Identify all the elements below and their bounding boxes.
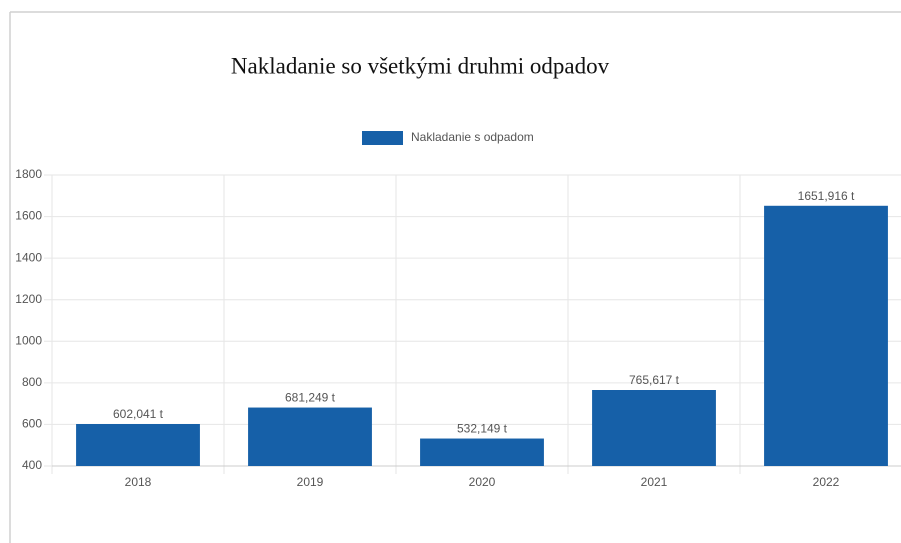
x-tick-label: 2021 — [641, 475, 668, 489]
x-tick-label: 2019 — [297, 475, 324, 489]
y-tick-label: 1600 — [15, 209, 42, 223]
y-tick-label: 1200 — [15, 292, 42, 306]
y-tick-label: 1400 — [15, 250, 42, 264]
data-label: 765,617 t — [629, 373, 680, 387]
y-tick-label: 1000 — [15, 333, 42, 347]
data-label: 602,041 t — [113, 407, 164, 421]
legend-swatch — [362, 131, 403, 145]
bar — [420, 438, 544, 466]
y-tick-label: 800 — [22, 375, 42, 389]
data-label: 532,149 t — [457, 422, 508, 436]
legend-label: Nakladanie s odpadom — [411, 130, 534, 144]
data-label: 681,249 t — [285, 391, 336, 405]
x-tick-label: 2020 — [469, 475, 496, 489]
y-tick-label: 400 — [22, 458, 42, 472]
data-label: 1651,916 t — [798, 189, 855, 203]
x-tick-label: 2018 — [125, 475, 152, 489]
bar — [592, 390, 716, 466]
x-tick-label: 2022 — [813, 475, 840, 489]
bar — [248, 407, 372, 466]
chart-title: Nakladanie so všetkými druhmi odpadov — [231, 53, 610, 78]
y-tick-label: 600 — [22, 417, 42, 431]
bar — [764, 205, 888, 466]
y-tick-label: 1800 — [15, 167, 42, 181]
bar — [76, 424, 200, 466]
